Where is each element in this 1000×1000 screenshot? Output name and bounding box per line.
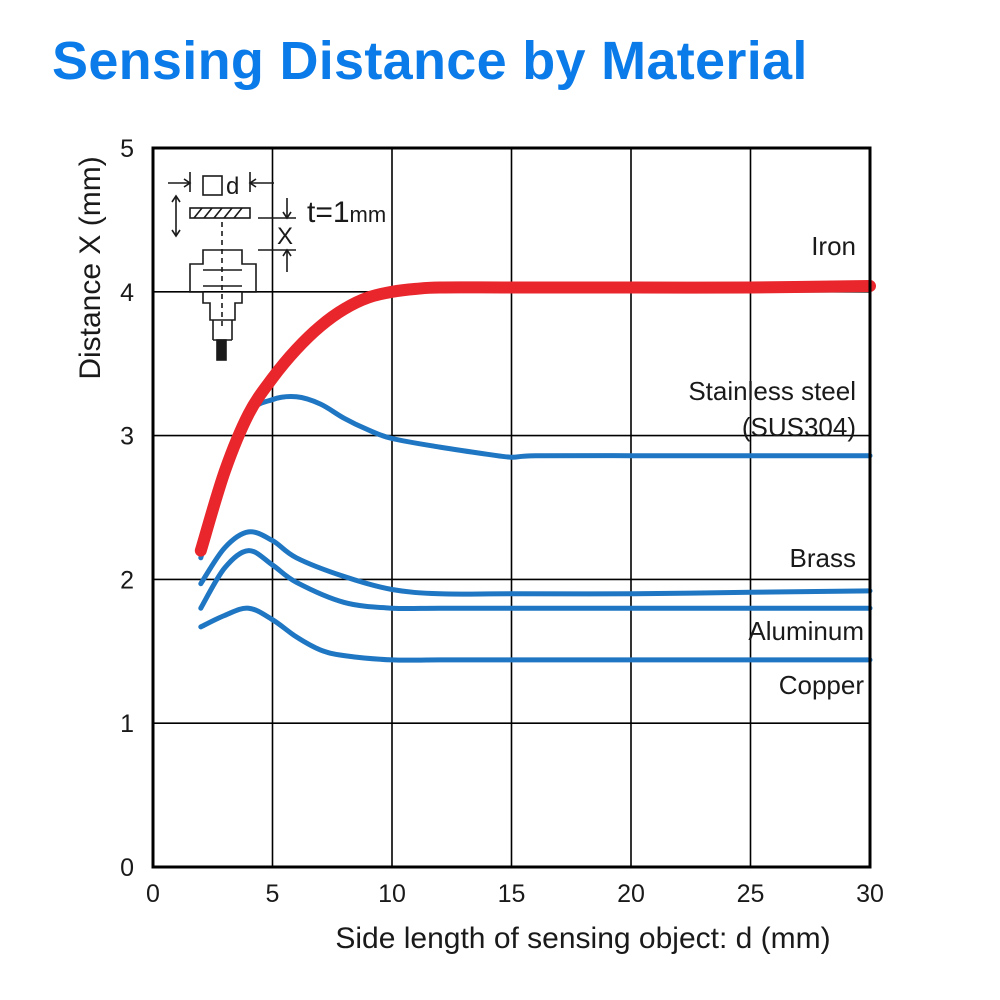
x-tick-label: 30	[856, 880, 884, 908]
series-label-copper: Copper	[779, 670, 865, 700]
d-right-arrowhead	[248, 178, 257, 188]
proximity-sensor-icon	[189, 249, 257, 321]
series-label-stainless-steel: Stainless steel (SUS304)	[688, 376, 856, 442]
y-tick-label: 4	[120, 279, 134, 307]
x-tick-label: 20	[617, 880, 645, 908]
x-tick-label: 5	[266, 880, 280, 908]
series-line-brass	[198, 529, 873, 597]
series-line-copper	[198, 605, 873, 663]
x-tick-label: 25	[737, 880, 765, 908]
inset-thickness-label: t=1mm	[307, 196, 386, 229]
y-tick-label: 0	[120, 854, 134, 882]
series-label-iron: Iron	[811, 231, 856, 261]
tick-labels: 0 5 10 15 20 25 30 0 1 2 3 4 5	[120, 135, 884, 908]
plate-hatch	[213, 207, 223, 219]
chart-title: Sensing Distance by Material	[52, 31, 808, 91]
x-tick-label: 10	[378, 880, 406, 908]
series-label-aluminum: Aluminum	[748, 616, 864, 646]
inset-d-label: d	[226, 173, 239, 200]
grid-lines	[153, 148, 870, 867]
arrowhead-down	[171, 229, 181, 238]
y-tick-label: 1	[120, 710, 134, 738]
square-symbol-icon	[202, 175, 223, 196]
series-lines	[194, 280, 876, 663]
series-line-aluminum	[198, 548, 873, 612]
y-tick-label: 5	[120, 135, 134, 163]
sensor-cable	[216, 339, 227, 361]
arrowhead-up	[282, 248, 292, 257]
y-tick-label: 3	[120, 423, 134, 451]
plate-hatch	[193, 207, 203, 219]
x-tick-label: 15	[498, 880, 526, 908]
plate-hatch	[223, 207, 233, 219]
sensor-diagram-inset	[168, 172, 296, 361]
series-label-brass: Brass	[790, 543, 856, 573]
plate-hatch	[233, 207, 243, 219]
y-tick-label: 2	[120, 566, 134, 594]
series-labels: Iron Stainless steel (SUS304) Brass Aluminum…	[688, 231, 864, 700]
x-axis-label: Side length of sensing object: d (mm)	[335, 922, 830, 955]
arrowhead-down	[282, 211, 292, 220]
x-tick-label: 0	[146, 880, 160, 908]
arrowhead-up	[171, 194, 181, 203]
d-left-arrowhead	[183, 178, 192, 188]
plot-frame	[151, 146, 872, 869]
inset-x-label: X	[277, 223, 293, 250]
y-axis-label: Distance X (mm)	[74, 156, 107, 379]
target-plate	[189, 207, 251, 219]
series-line-iron	[194, 280, 876, 557]
plate-hatch	[203, 207, 213, 219]
